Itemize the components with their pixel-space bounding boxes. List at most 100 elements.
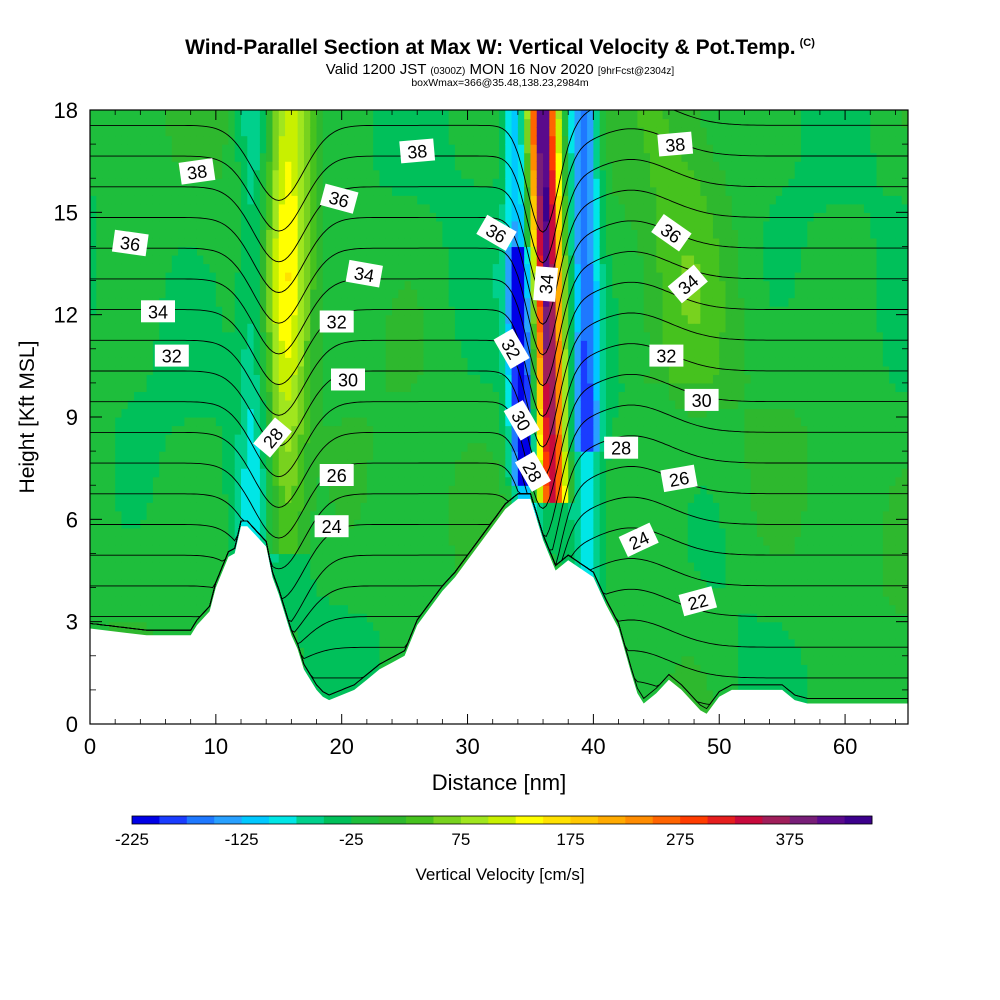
velocity-cell bbox=[190, 110, 198, 120]
velocity-cell bbox=[360, 118, 368, 128]
velocity-cell bbox=[209, 272, 217, 282]
velocity-cell bbox=[209, 408, 217, 418]
velocity-cell bbox=[429, 587, 437, 597]
velocity-cell bbox=[379, 553, 387, 563]
velocity-cell bbox=[480, 135, 488, 145]
velocity-cell bbox=[436, 553, 443, 563]
velocity-cell bbox=[442, 340, 450, 350]
velocity-cell bbox=[410, 451, 418, 461]
velocity-cell bbox=[165, 459, 173, 469]
velocity-cell bbox=[486, 502, 494, 512]
velocity-cell bbox=[448, 289, 456, 299]
velocity-cell bbox=[492, 144, 500, 154]
velocity-cell bbox=[486, 408, 494, 418]
velocity-cell bbox=[442, 442, 450, 452]
velocity-cell bbox=[480, 519, 488, 529]
velocity-cell bbox=[310, 536, 318, 546]
velocity-cell bbox=[165, 229, 173, 239]
velocity-cell bbox=[486, 442, 494, 452]
velocity-cell bbox=[90, 348, 97, 358]
velocity-cell bbox=[127, 254, 135, 265]
velocity-cell bbox=[266, 280, 274, 290]
velocity-cell bbox=[291, 110, 299, 120]
velocity-cell bbox=[102, 493, 110, 503]
velocity-cell bbox=[341, 647, 349, 657]
velocity-cell bbox=[222, 152, 230, 162]
velocity-cell bbox=[171, 519, 179, 529]
velocity-cell bbox=[423, 468, 431, 478]
velocity-cell bbox=[398, 408, 406, 418]
velocity-cell bbox=[442, 314, 450, 324]
velocity-cell bbox=[272, 544, 280, 555]
velocity-cell bbox=[140, 519, 148, 529]
velocity-cell bbox=[511, 391, 519, 401]
velocity-cell bbox=[209, 570, 217, 580]
velocity-cell bbox=[203, 348, 211, 358]
velocity-cell bbox=[366, 408, 374, 418]
velocity-cell bbox=[266, 536, 274, 546]
velocity-cell bbox=[392, 152, 399, 162]
velocity-cell bbox=[108, 314, 116, 324]
velocity-cell bbox=[473, 272, 481, 282]
velocity-cell bbox=[360, 493, 368, 503]
velocity-cell bbox=[410, 519, 418, 529]
velocity-cell bbox=[404, 561, 412, 572]
velocity-cell bbox=[215, 468, 223, 478]
velocity-cell bbox=[190, 536, 198, 546]
velocity-cell bbox=[171, 434, 179, 444]
velocity-cell bbox=[184, 502, 192, 512]
velocity-cell bbox=[322, 570, 330, 580]
velocity-cell bbox=[480, 272, 488, 282]
velocity-cell bbox=[303, 468, 311, 478]
velocity-cell bbox=[278, 297, 286, 307]
velocity-cell bbox=[492, 203, 500, 213]
velocity-cell bbox=[379, 621, 387, 631]
velocity-cell bbox=[354, 178, 362, 188]
velocity-cell bbox=[417, 417, 425, 427]
velocity-cell bbox=[291, 220, 299, 230]
velocity-cell bbox=[234, 468, 242, 478]
velocity-cell bbox=[90, 519, 97, 529]
velocity-cell bbox=[473, 459, 481, 469]
velocity-cell bbox=[473, 399, 481, 410]
velocity-cell bbox=[108, 519, 116, 529]
velocity-cell bbox=[480, 408, 488, 418]
velocity-cell bbox=[159, 110, 167, 120]
velocity-cell bbox=[347, 161, 355, 171]
velocity-cell bbox=[222, 306, 230, 316]
velocity-cell bbox=[241, 306, 248, 316]
velocity-cell bbox=[310, 527, 318, 537]
velocity-cell bbox=[517, 229, 525, 239]
velocity-cell bbox=[228, 229, 236, 239]
velocity-cell bbox=[222, 408, 230, 418]
velocity-cell bbox=[190, 152, 198, 162]
velocity-cell bbox=[379, 229, 387, 239]
velocity-cell bbox=[209, 544, 217, 555]
velocity-cell bbox=[373, 451, 381, 461]
velocity-cell bbox=[90, 212, 97, 222]
velocity-cell bbox=[121, 596, 129, 606]
velocity-cell bbox=[121, 118, 129, 128]
velocity-cell bbox=[335, 161, 343, 171]
velocity-cell bbox=[159, 203, 167, 213]
velocity-cell bbox=[442, 510, 450, 520]
velocity-cell bbox=[417, 536, 425, 546]
velocity-cell bbox=[473, 485, 481, 495]
velocity-cell bbox=[203, 289, 211, 299]
velocity-cell bbox=[392, 203, 399, 213]
velocity-cell bbox=[90, 237, 97, 248]
velocity-cell bbox=[247, 306, 255, 316]
velocity-cell bbox=[196, 493, 204, 503]
velocity-cell bbox=[266, 459, 274, 469]
velocity-cell bbox=[473, 519, 481, 529]
velocity-cell bbox=[417, 408, 425, 418]
velocity-cell bbox=[316, 382, 324, 393]
velocity-cell bbox=[228, 382, 236, 393]
velocity-cell bbox=[259, 408, 267, 418]
velocity-cell bbox=[404, 110, 412, 120]
velocity-cell bbox=[102, 186, 110, 196]
velocity-cell bbox=[297, 630, 305, 640]
velocity-cell bbox=[146, 621, 154, 631]
velocity-cell bbox=[266, 135, 274, 145]
velocity-cell bbox=[423, 493, 431, 503]
